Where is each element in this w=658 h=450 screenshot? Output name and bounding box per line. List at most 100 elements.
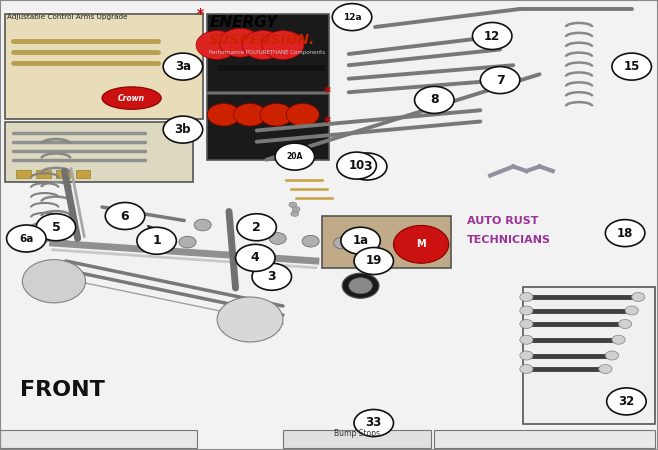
Circle shape	[607, 388, 646, 415]
Circle shape	[236, 244, 275, 271]
Circle shape	[260, 104, 293, 126]
Circle shape	[105, 202, 145, 230]
Circle shape	[605, 220, 645, 247]
Circle shape	[341, 227, 380, 254]
Text: 2: 2	[252, 221, 261, 234]
Circle shape	[219, 28, 261, 57]
Circle shape	[269, 233, 286, 244]
Bar	[434, 430, 655, 448]
Bar	[523, 287, 655, 424]
Text: *: *	[197, 7, 203, 22]
Text: 4: 4	[251, 252, 260, 264]
Text: 3: 3	[267, 270, 276, 283]
Circle shape	[415, 86, 454, 113]
Circle shape	[262, 31, 304, 59]
Circle shape	[252, 263, 291, 290]
Circle shape	[242, 31, 284, 59]
Circle shape	[354, 248, 393, 274]
Bar	[56, 170, 70, 178]
Text: 18: 18	[617, 227, 633, 239]
Circle shape	[520, 351, 533, 360]
Circle shape	[332, 4, 372, 31]
Bar	[207, 14, 329, 92]
Bar	[207, 94, 329, 160]
Circle shape	[599, 364, 612, 373]
Text: AUTO RUST: AUTO RUST	[467, 216, 539, 226]
Circle shape	[196, 31, 238, 59]
Circle shape	[520, 292, 533, 302]
Circle shape	[194, 219, 211, 231]
Circle shape	[520, 306, 533, 315]
Circle shape	[520, 320, 533, 328]
Circle shape	[275, 143, 315, 170]
Circle shape	[354, 410, 393, 436]
Text: 12: 12	[484, 30, 500, 42]
Text: 3: 3	[363, 160, 372, 173]
Text: SUSPENSIØN.: SUSPENSIØN.	[209, 32, 315, 46]
Bar	[5, 122, 193, 182]
Circle shape	[179, 236, 196, 248]
Text: M: M	[417, 239, 426, 249]
Bar	[283, 430, 431, 448]
Circle shape	[217, 297, 283, 342]
Text: 7: 7	[495, 74, 505, 86]
Circle shape	[480, 67, 520, 94]
Text: 1a: 1a	[353, 234, 368, 247]
Circle shape	[289, 202, 297, 207]
Circle shape	[520, 364, 533, 373]
Circle shape	[22, 260, 86, 303]
Text: 15: 15	[624, 60, 640, 73]
Text: 19: 19	[366, 255, 382, 267]
Circle shape	[286, 104, 319, 126]
Circle shape	[137, 227, 176, 254]
Circle shape	[36, 214, 76, 241]
Bar	[0, 430, 197, 448]
Text: 12a: 12a	[343, 13, 361, 22]
Text: 5: 5	[51, 221, 61, 234]
Circle shape	[347, 153, 387, 180]
Circle shape	[472, 22, 512, 50]
Circle shape	[349, 278, 372, 294]
Ellipse shape	[102, 87, 161, 109]
Circle shape	[632, 292, 645, 302]
Circle shape	[605, 351, 619, 360]
Text: TECHNICIANS: TECHNICIANS	[467, 235, 551, 245]
Text: 20A: 20A	[287, 152, 303, 161]
Circle shape	[7, 225, 46, 252]
Circle shape	[393, 225, 449, 263]
Text: 3b: 3b	[174, 123, 191, 136]
Circle shape	[292, 207, 300, 212]
Bar	[36, 170, 51, 178]
Text: 1: 1	[152, 234, 161, 247]
Text: 33: 33	[366, 417, 382, 429]
Circle shape	[237, 214, 276, 241]
Circle shape	[291, 211, 299, 216]
Circle shape	[163, 116, 203, 143]
Text: Performance POLYURETHANE Components: Performance POLYURETHANE Components	[209, 50, 325, 55]
Text: 6a: 6a	[19, 234, 34, 243]
Text: *: *	[324, 115, 331, 130]
Text: 6: 6	[120, 210, 130, 222]
Text: *: *	[324, 85, 331, 99]
Circle shape	[334, 237, 351, 249]
Circle shape	[337, 152, 376, 179]
Circle shape	[612, 335, 625, 344]
Text: Adjustable Control Arms Upgrade: Adjustable Control Arms Upgrade	[7, 14, 127, 20]
Circle shape	[207, 104, 240, 126]
Text: ENERGY: ENERGY	[209, 15, 278, 30]
Text: 3a: 3a	[175, 60, 191, 73]
Text: 32: 32	[619, 395, 634, 408]
Bar	[322, 216, 451, 268]
Circle shape	[163, 53, 203, 80]
Circle shape	[342, 273, 379, 298]
Text: Crown: Crown	[118, 94, 145, 103]
Text: FRONT: FRONT	[20, 380, 105, 400]
Circle shape	[520, 335, 533, 344]
Bar	[5, 14, 203, 119]
Text: Bump Stops: Bump Stops	[334, 429, 380, 438]
Circle shape	[302, 235, 319, 247]
Bar	[16, 170, 31, 178]
Circle shape	[234, 104, 266, 126]
Circle shape	[619, 320, 632, 328]
Bar	[76, 170, 90, 178]
